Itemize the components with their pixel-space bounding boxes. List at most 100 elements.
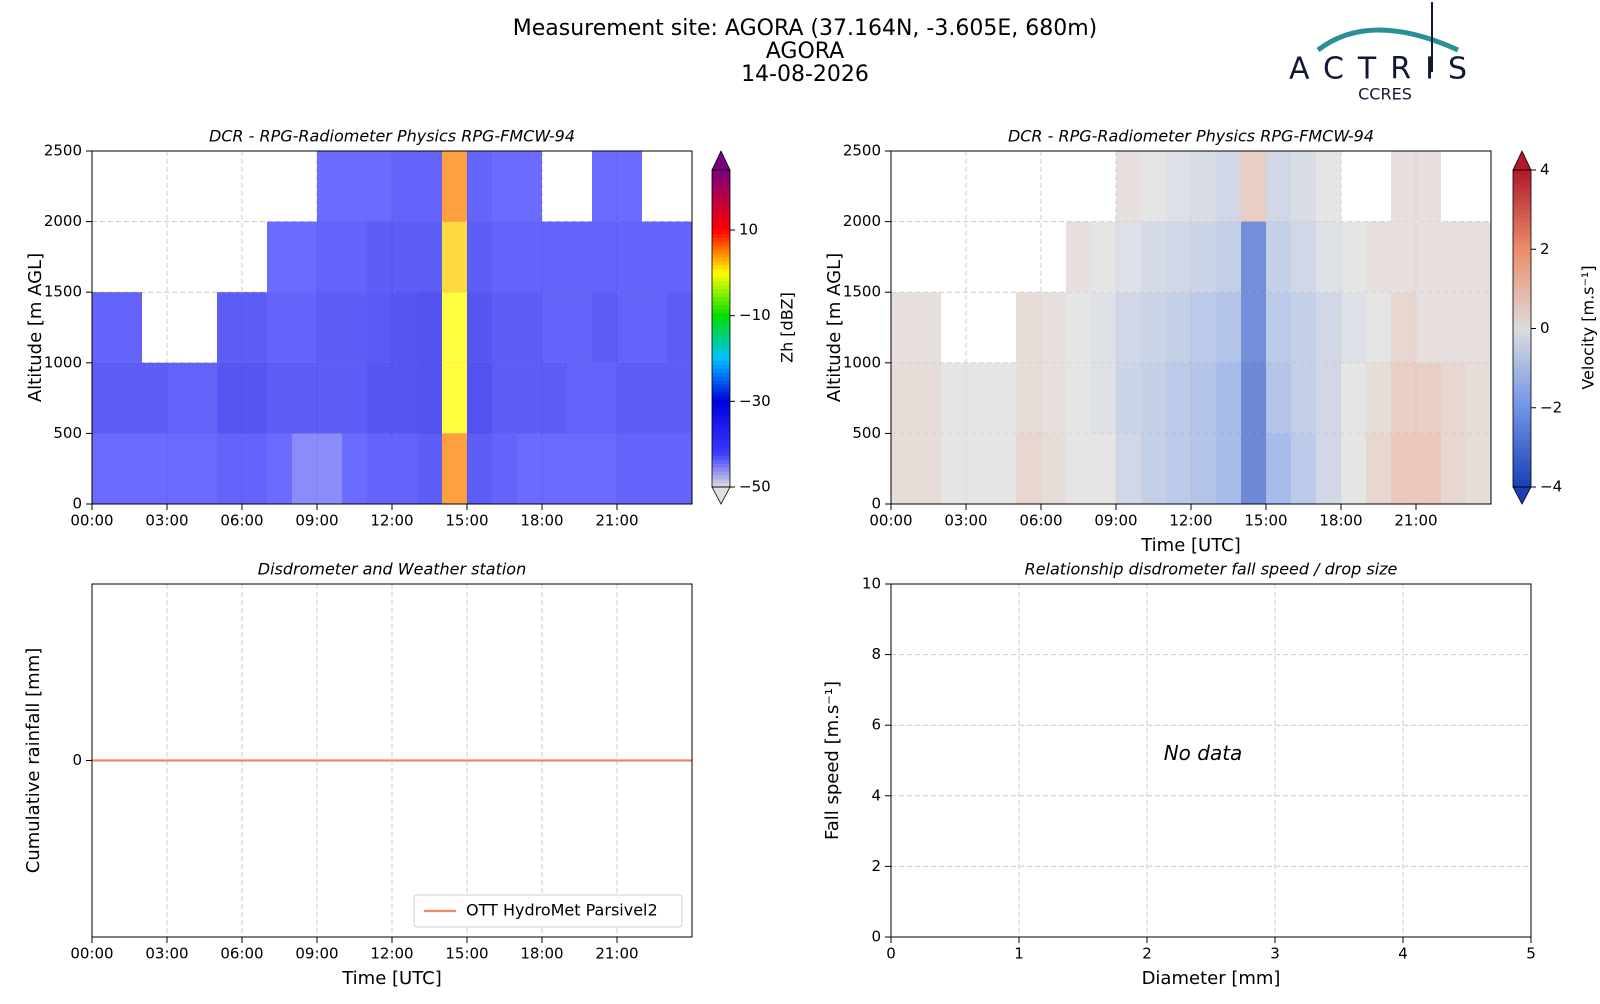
- colorbar-slice: [712, 304, 730, 310]
- colorbar-slice: [712, 324, 730, 329]
- heat-cell: [1141, 151, 1166, 222]
- colorbar-slice: [1513, 312, 1531, 318]
- heat-cell: [342, 362, 367, 434]
- colorbar-slice: [1513, 475, 1531, 480]
- heat-cell: [317, 151, 342, 222]
- x-tick-label: 12:00: [370, 512, 413, 530]
- colorbar-slice: [712, 288, 730, 294]
- heat-cell: [417, 292, 442, 363]
- heat-cell: [567, 362, 592, 434]
- heat-cell: [966, 362, 991, 434]
- colorbar-slice: [1513, 479, 1531, 484]
- heat-cell: [117, 292, 142, 363]
- heat-cell: [217, 433, 242, 504]
- heat-cell: [941, 362, 966, 434]
- colorbar-slice: [712, 395, 730, 401]
- heat-cell: [1391, 362, 1416, 434]
- colorbar-slice: [712, 170, 730, 175]
- heat-cell: [192, 362, 217, 434]
- colorbar-slice: [712, 431, 730, 436]
- colorbar-slice: [712, 181, 730, 187]
- heat-cell: [891, 362, 916, 434]
- x-tick-label: 18:00: [520, 945, 563, 963]
- heat-cell: [1466, 362, 1491, 434]
- heat-cell: [1016, 433, 1041, 504]
- heat-cell: [142, 362, 167, 434]
- heat-cell: [367, 433, 392, 504]
- colorbar-slice: [1513, 229, 1531, 234]
- colorbar-slice: [1513, 245, 1531, 250]
- heat-cell: [442, 151, 467, 222]
- colorbar-slice: [712, 427, 730, 433]
- y-tick-label: 2000: [843, 212, 881, 230]
- heat-cell: [1241, 433, 1266, 504]
- colorbar-slice: [712, 265, 730, 270]
- heat-cell: [542, 292, 567, 363]
- colorbar-slice: [1513, 181, 1531, 187]
- y-axis-label: Altitude [m AGL]: [25, 253, 46, 402]
- heat-cell: [242, 292, 267, 363]
- x-axis-label: Time [UTC]: [1140, 535, 1241, 556]
- heat-cell: [242, 433, 267, 504]
- colorbar-slice: [712, 471, 730, 476]
- colorbar-slice: [712, 356, 730, 361]
- y-tick-label: 0: [871, 928, 881, 946]
- colorbar-slice: [1513, 344, 1531, 349]
- colorbar-slice: [712, 419, 730, 425]
- heat-cell: [667, 362, 692, 434]
- colorbar-slice: [1513, 213, 1531, 219]
- colorbar-slice: [1513, 276, 1531, 282]
- heat-cell: [1016, 292, 1041, 363]
- colorbar-slice: [1513, 439, 1531, 444]
- legend-label: OTT HydroMet Parsivel2: [466, 901, 658, 920]
- heat-cell: [492, 221, 517, 293]
- heat-cell: [1216, 292, 1241, 363]
- heat-cell: [916, 362, 941, 434]
- heat-cell: [1291, 433, 1316, 504]
- colorbar-slice: [1513, 185, 1531, 191]
- heat-cell: [617, 433, 642, 504]
- x-tick-label: 00:00: [869, 512, 912, 530]
- colorbar-slice: [1513, 284, 1531, 290]
- heat-cell: [1041, 433, 1066, 504]
- x-tick-label: 09:00: [295, 945, 338, 963]
- colorbar-slice: [1513, 217, 1531, 223]
- colorbar-slice: [712, 249, 730, 254]
- x-tick-label: 00:00: [70, 945, 113, 963]
- heat-cell: [1141, 362, 1166, 434]
- x-tick-label: 12:00: [1169, 512, 1212, 530]
- legend-box: [413, 894, 683, 928]
- x-tick-label: 21:00: [595, 945, 638, 963]
- colorbar-slice: [712, 463, 730, 468]
- y-tick-label: 0: [72, 751, 82, 769]
- heat-cell: [1116, 151, 1141, 222]
- heat-cell: [1416, 362, 1441, 434]
- heat-cell: [342, 292, 367, 363]
- x-tick-label: 18:00: [520, 512, 563, 530]
- heat-cell: [1466, 292, 1491, 363]
- heat-cell: [142, 433, 167, 504]
- colorbar-slice: [712, 205, 730, 211]
- heat-cell: [1366, 362, 1391, 434]
- colorbar-slice: [1513, 280, 1531, 286]
- colorbar-slice: [1513, 292, 1531, 298]
- colorbar-slice: [712, 233, 730, 238]
- heat-cell: [317, 433, 342, 504]
- colorbar-slice: [712, 173, 730, 179]
- heat-cell: [916, 292, 941, 363]
- colorbar-slice: [712, 364, 730, 369]
- heat-cell: [1141, 221, 1166, 293]
- heat-cell: [1316, 433, 1341, 504]
- heat-cell: [417, 362, 442, 434]
- colorbar-slice: [1513, 435, 1531, 440]
- colorbar-slice: [712, 336, 730, 341]
- heat-cell: [517, 292, 542, 363]
- colorbar-tick-label: 2: [1540, 240, 1550, 258]
- heat-cell: [367, 362, 392, 434]
- heat-cell: [1216, 433, 1241, 504]
- x-tick-label: 2: [1142, 945, 1152, 963]
- colorbar-slice: [712, 383, 730, 389]
- y-tick-label: 1000: [843, 353, 881, 371]
- x-tick-label: 18:00: [1319, 512, 1362, 530]
- colorbar-tick-label: −4: [1540, 478, 1562, 496]
